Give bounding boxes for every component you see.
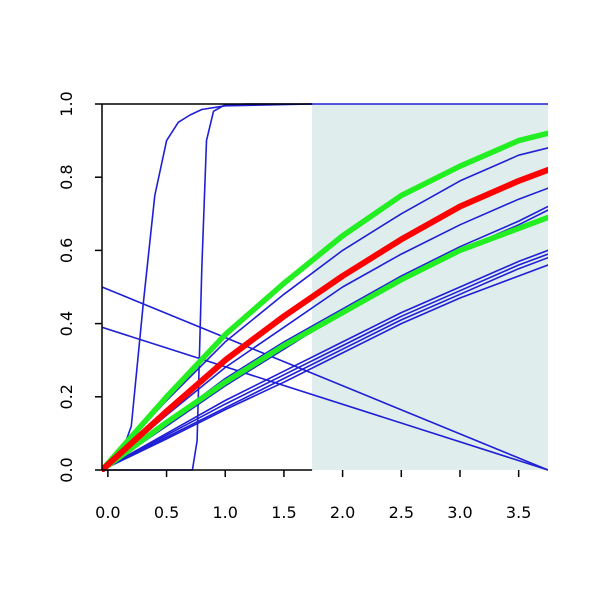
- x-tick-label: 3.0: [447, 503, 472, 522]
- x-tick-label: 0.0: [95, 503, 120, 522]
- series-line-14: [102, 214, 548, 472]
- y-tick-label: 0.4: [57, 311, 76, 336]
- series-line-5: [102, 147, 548, 471]
- series-line-6: [102, 187, 548, 471]
- series-line-3: [102, 286, 548, 471]
- series-line-9: [102, 249, 548, 471]
- x-tick-label: 2.0: [330, 503, 355, 522]
- x-tick-label: 1.5: [271, 503, 296, 522]
- x-tick-label: 1.0: [213, 503, 238, 522]
- y-tick-label: 0.6: [57, 238, 76, 263]
- series-line-15: [102, 166, 548, 472]
- series-line-11: [102, 256, 548, 471]
- series-layer: [102, 103, 548, 472]
- x-tick-label: 2.5: [389, 503, 414, 522]
- y-tick-label: 0.0: [57, 457, 76, 482]
- x-tick-label: 3.5: [506, 503, 531, 522]
- shaded-region: [312, 104, 548, 470]
- axes: 0.0 0.5 1.0 1.5 2.0 2.5 3.0 3.5 0.0 0.2 0.4 0.6 0.8 1…: [57, 91, 531, 522]
- series-line-4: [102, 326, 548, 471]
- y-tick-label: 0.8: [57, 164, 76, 189]
- y-tick-label: 1.0: [57, 91, 76, 116]
- y-tick-label: 0.2: [57, 384, 76, 409]
- series-line-13: [102, 130, 548, 472]
- series-line-12: [102, 264, 548, 471]
- series-line-10: [102, 253, 548, 471]
- x-tick-label: 0.5: [154, 503, 179, 522]
- plot-background: [312, 104, 548, 470]
